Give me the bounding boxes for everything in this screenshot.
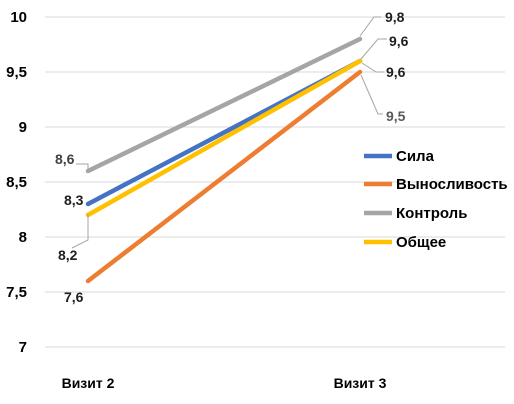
data-label: 9,6 [386, 64, 406, 80]
gridlines [45, 16, 505, 348]
x-axis: Визит 2 Визит 3 [62, 375, 387, 391]
series-line [85, 36, 363, 174]
leader-line [71, 214, 89, 249]
data-label: 9,8 [385, 9, 405, 25]
data-label: 8,6 [55, 151, 75, 167]
leader-line [360, 74, 383, 115]
data-label: 8,2 [58, 247, 78, 263]
leader-line [361, 62, 384, 73]
y-axis: 7 7,5 8 8,5 9 9,5 10 [6, 9, 27, 356]
y-tick-label: 10 [10, 9, 27, 26]
series-lines [85, 36, 363, 284]
y-tick-label: 8,5 [6, 174, 27, 191]
data-label: 7,6 [64, 289, 84, 305]
data-label: 9,5 [386, 108, 406, 124]
data-label: 9,6 [389, 33, 409, 49]
x-category-label: Визит 2 [62, 375, 115, 391]
leader-line [359, 16, 381, 37]
data-label: 8,3 [64, 192, 84, 208]
legend-label: Контроль [396, 205, 467, 222]
y-tick-label: 9,5 [6, 64, 27, 81]
legend-label: Выносливость [396, 176, 508, 193]
series-line [85, 69, 363, 284]
series-line [85, 58, 363, 218]
leader-line [76, 163, 89, 170]
y-tick-label: 9 [19, 119, 27, 136]
y-tick-label: 7,5 [6, 284, 27, 301]
data-labels: 8,6 8,3 8,2 7,6 9,8 9,6 9,6 9,5 [55, 9, 409, 305]
legend-label: Сила [396, 148, 435, 165]
legend: Сила Выносливость Контроль Общее [364, 148, 508, 251]
y-tick-label: 7 [19, 339, 27, 356]
x-category-label: Визит 3 [334, 375, 387, 391]
leader-line [360, 38, 387, 60]
legend-label: Общее [396, 234, 446, 251]
y-tick-label: 8 [19, 229, 27, 246]
